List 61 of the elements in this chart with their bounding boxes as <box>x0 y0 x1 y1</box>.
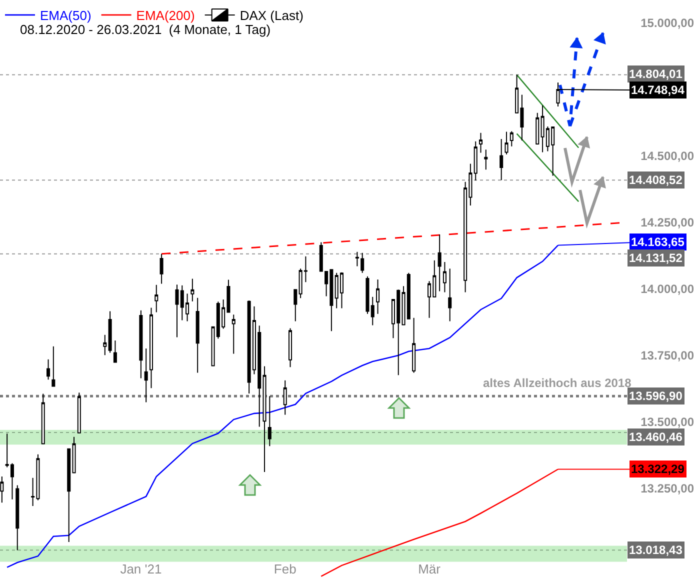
candlestick <box>504 131 508 155</box>
candlestick <box>154 284 158 313</box>
legend-label: EMA(200) <box>136 8 195 24</box>
candlestick <box>196 297 200 374</box>
legend-label: EMA(50) <box>40 8 92 24</box>
candlestick <box>500 138 504 181</box>
annotation: 14.748,94 <box>631 83 685 97</box>
candlestick <box>412 317 416 374</box>
candlestick <box>52 346 56 387</box>
ref-line-label: 14.131,52 <box>629 251 683 265</box>
x-tick-label: Mär <box>418 561 442 576</box>
y-tick-label: 13.500,00 <box>640 415 694 430</box>
candlestick <box>484 149 488 170</box>
x-tick-label: Jan '21 <box>120 561 162 576</box>
candlestick <box>139 310 143 379</box>
candlestick <box>448 268 452 322</box>
candlestick <box>103 334 107 356</box>
ref-line-label: 14.804,01 <box>629 67 683 81</box>
candlestick <box>355 251 359 267</box>
y-tick-label: 14.250,00 <box>640 215 694 230</box>
annotation: 14.163,65 <box>631 235 685 249</box>
candlestick <box>510 130 514 147</box>
candlestick <box>474 140 478 181</box>
candlestick <box>77 392 81 434</box>
candlestick <box>67 448 71 542</box>
legend-label: DAX (Last) <box>240 8 304 24</box>
candlestick <box>72 436 76 474</box>
candlestick <box>160 253 164 284</box>
candlestick <box>144 348 148 403</box>
annotation: altes Allzeithoch aus 2018 <box>483 376 632 390</box>
y-tick-label: 14.500,00 <box>640 148 694 163</box>
ref-line-label: 14.408,52 <box>629 173 683 187</box>
candlestick <box>190 278 194 302</box>
candlestick <box>288 328 292 368</box>
candlestick <box>41 393 45 444</box>
candlestick <box>442 261 446 293</box>
annotation: 13.322,29 <box>631 462 685 476</box>
candlestick <box>46 358 50 380</box>
y-tick-label: 13.250,00 <box>640 482 694 496</box>
ref-line-label: 13.460,46 <box>629 430 683 444</box>
text: 08.12.2020 - 26.03.2021 (4 Monate, 1 Tag) <box>20 22 271 37</box>
candlestick <box>268 396 272 447</box>
ref-line-label: 13.596,90 <box>629 389 683 403</box>
candlestick <box>232 314 236 354</box>
candlestick <box>262 366 266 472</box>
y-tick-label: 14.000,00 <box>640 282 694 296</box>
x-tick-label: Feb <box>274 561 296 576</box>
candlestick <box>16 484 20 551</box>
candlestick <box>376 279 380 314</box>
candlestick <box>283 380 287 416</box>
candlestick <box>438 234 442 292</box>
candlestick <box>536 112 540 145</box>
candlestick <box>294 289 298 322</box>
candlestick <box>108 310 112 354</box>
candlestick <box>478 132 483 154</box>
y-tick-label: 13.750,00 <box>640 348 694 363</box>
candlestick <box>149 307 153 389</box>
y-tick-label: 15.000,00 <box>640 16 694 30</box>
ref-line-label: 13.018,43 <box>629 543 683 557</box>
candlestick <box>360 252 364 274</box>
candlestick <box>113 340 117 363</box>
